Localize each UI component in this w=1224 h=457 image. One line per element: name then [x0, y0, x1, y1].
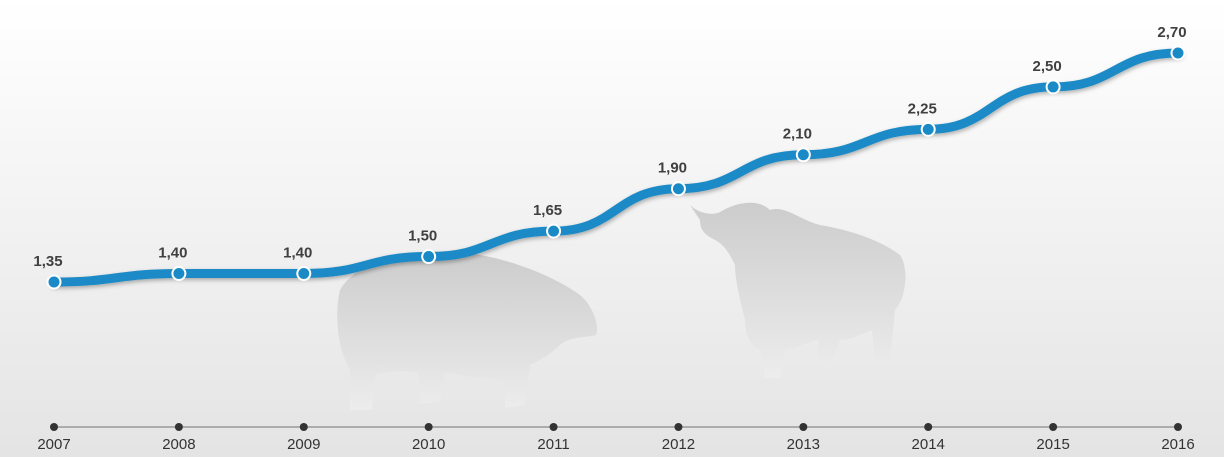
data-line	[49, 48, 1183, 287]
x-tick-dot	[799, 423, 808, 431]
data-point	[795, 147, 811, 163]
x-tick-dot	[174, 423, 183, 431]
x-tick-dot	[424, 423, 433, 431]
data-label: 1,50	[408, 228, 437, 245]
data-label: 1,40	[158, 244, 187, 261]
data-label: 1,65	[533, 202, 562, 219]
x-tick-dot	[924, 423, 933, 431]
x-tick-dot	[1049, 423, 1058, 431]
x-tick-dot	[674, 423, 683, 431]
data-point	[421, 249, 437, 265]
data-point	[1170, 45, 1186, 61]
x-tick-label: 2013	[787, 436, 820, 453]
data-point	[1045, 79, 1061, 95]
data-label: 1,90	[658, 160, 687, 177]
data-label: 1,35	[33, 253, 62, 270]
data-label: 1,40	[283, 244, 312, 261]
data-label: 2,25	[908, 100, 937, 117]
data-label: 2,70	[1157, 24, 1186, 41]
x-tick-label: 2009	[287, 436, 320, 453]
data-point	[546, 223, 562, 239]
data-point	[46, 274, 62, 290]
x-tick-label: 2008	[162, 436, 195, 453]
x-tick-label: 2016	[1161, 436, 1194, 453]
bull-image	[690, 202, 906, 378]
data-point	[296, 266, 312, 282]
x-tick-dot	[299, 423, 308, 431]
data-label: 2,10	[783, 126, 812, 143]
x-tick-label: 2014	[912, 436, 945, 453]
data-label: 2,50	[1033, 58, 1062, 75]
x-tick-dot	[549, 423, 558, 431]
x-tick-label: 2010	[412, 436, 445, 453]
bear-image	[337, 251, 598, 410]
x-tick-label: 2015	[1036, 436, 1069, 453]
x-tick-dot	[1174, 423, 1182, 431]
data-point	[920, 121, 936, 137]
data-point	[171, 266, 187, 282]
data-point	[670, 181, 686, 197]
x-tick-label: 2012	[662, 436, 695, 453]
x-tick-dot	[50, 423, 58, 431]
x-tick-label: 2007	[37, 436, 70, 453]
x-tick-label: 2011	[537, 436, 569, 453]
